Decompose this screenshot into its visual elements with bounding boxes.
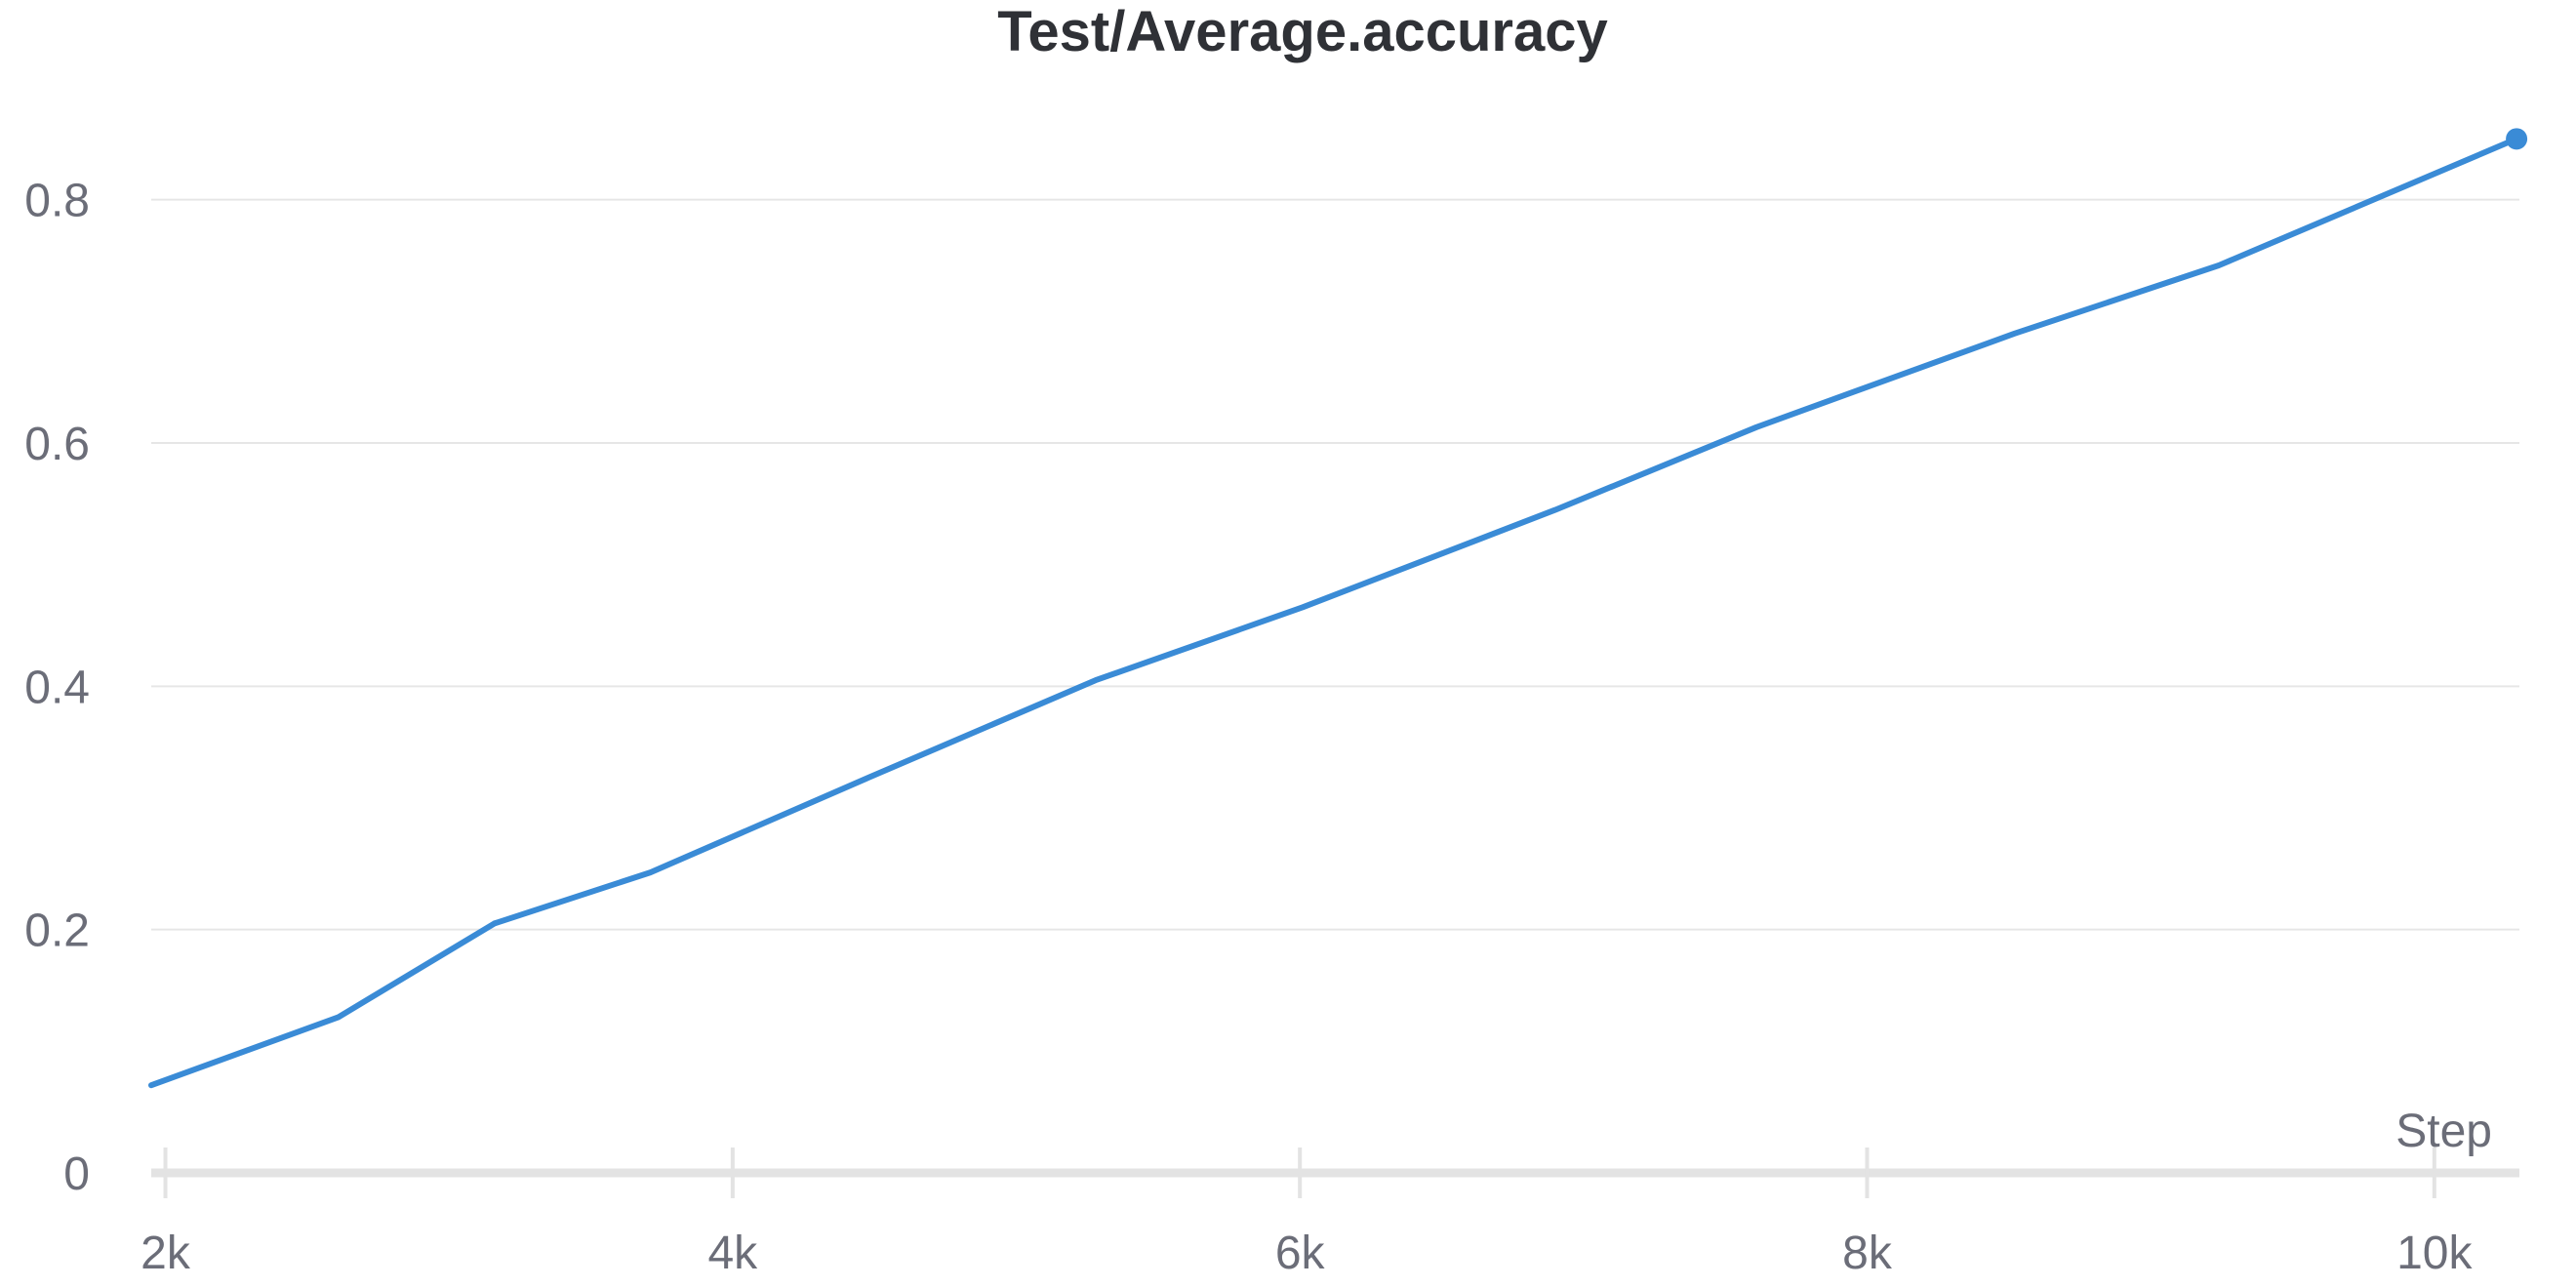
y-tick-label: 0.4 [24, 662, 90, 713]
y-axis: 0 0.2 0.4 0.6 0.8 [24, 176, 90, 1200]
y-tick-label: 0.2 [24, 906, 90, 957]
y-tick-label: 0.6 [24, 419, 90, 470]
x-tick-label: 6k [1275, 1228, 1326, 1279]
y-tick-label: 0.8 [24, 176, 90, 227]
grid-layer [151, 198, 2519, 931]
data-point [2506, 128, 2528, 150]
x-tick-label: 10k [2396, 1228, 2473, 1279]
y-tick-label: 0 [63, 1148, 90, 1200]
x-axis [151, 1147, 2519, 1198]
x-axis-label: Step [2395, 1106, 2492, 1157]
x-axis-tick-labels: 2k 4k 6k 8k 10k [141, 1228, 2473, 1279]
x-tick-label: 2k [141, 1228, 191, 1279]
series-layer [148, 128, 2528, 1089]
x-tick-label: 8k [1842, 1228, 1893, 1279]
series-line [148, 136, 2520, 1089]
chart-title: Test/Average.accuracy [997, 0, 1607, 63]
x-tick-label: 4k [707, 1228, 758, 1279]
